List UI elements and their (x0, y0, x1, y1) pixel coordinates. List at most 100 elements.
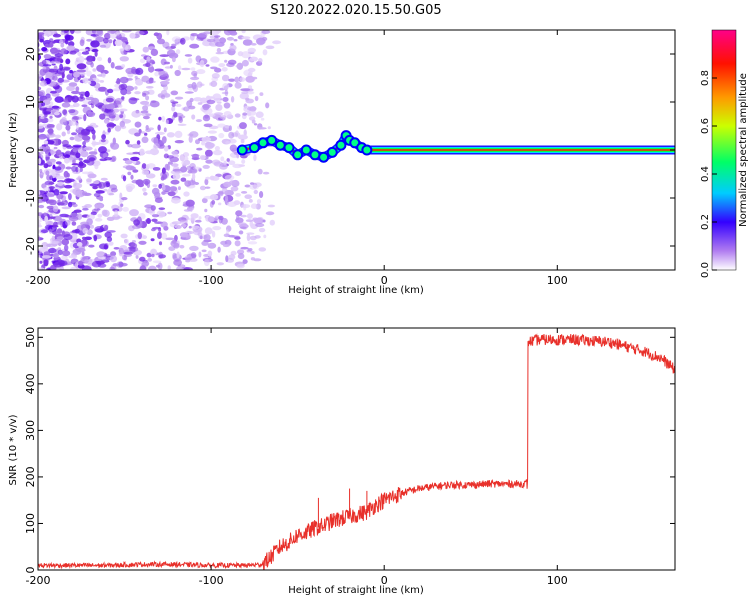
noise-speckle (228, 131, 235, 139)
noise-speckle (38, 199, 44, 204)
noise-speckle (242, 112, 248, 116)
noise-speckle (86, 70, 92, 77)
noise-speckle (125, 165, 135, 171)
noise-speckle (144, 180, 149, 186)
snr-xlabel: Height of straight line (km) (288, 585, 424, 596)
noise-speckle (150, 205, 156, 211)
noise-speckle (71, 90, 80, 95)
noise-speckle (118, 104, 123, 108)
noise-speckle (74, 228, 80, 234)
noise-speckle (70, 120, 77, 126)
noise-speckle (38, 86, 42, 91)
noise-speckle (206, 99, 216, 105)
noise-speckle (46, 105, 52, 108)
noise-speckle (201, 240, 209, 246)
noise-speckle (45, 170, 50, 176)
noise-speckle (249, 235, 257, 241)
noise-speckle (125, 90, 132, 95)
noise-speckle (139, 148, 145, 156)
snr-ytick-label: 400 (24, 373, 37, 394)
noise-speckle (53, 30, 57, 34)
noise-speckle (163, 85, 169, 91)
noise-speckle (166, 30, 170, 36)
noise-speckle (259, 191, 264, 198)
noise-speckle (82, 141, 86, 146)
noise-speckle (190, 67, 196, 71)
noise-speckle (173, 259, 183, 266)
noise-speckle (240, 139, 245, 144)
noise-speckle (199, 154, 206, 161)
noise-speckle (55, 134, 61, 139)
noise-speckle (165, 78, 170, 82)
spectrogram-ytick-label: -10 (24, 189, 37, 207)
snr-xtick-label: -200 (26, 574, 51, 587)
noise-speckle (173, 242, 180, 249)
noise-speckle (61, 131, 66, 137)
noise-speckle (63, 234, 73, 241)
noise-speckle (255, 223, 265, 228)
noise-speckle (28, 215, 35, 220)
noise-speckle (228, 78, 236, 82)
noise-speckle (234, 240, 241, 247)
noise-speckle (144, 132, 148, 136)
noise-speckle (234, 82, 242, 89)
noise-speckle (89, 80, 97, 87)
noise-speckle (38, 48, 41, 52)
noise-speckle (38, 212, 43, 217)
noise-speckle (148, 265, 157, 270)
noise-speckle (218, 190, 224, 197)
noise-speckle (55, 161, 62, 165)
noise-speckle (241, 191, 248, 194)
noise-speckle (175, 96, 184, 100)
noise-speckle (207, 130, 217, 134)
noise-speckle (222, 97, 229, 102)
noise-speckle (246, 111, 252, 117)
noise-speckle (21, 177, 27, 180)
signal-track-point (326, 146, 338, 158)
noise-speckle (157, 38, 165, 45)
signal-track-point (266, 134, 278, 146)
noise-speckle (39, 81, 48, 87)
noise-speckle (40, 172, 45, 176)
noise-speckle (219, 115, 227, 120)
noise-speckle (215, 104, 223, 111)
noise-speckle (146, 218, 151, 224)
noise-speckle (125, 67, 135, 75)
signal-track-point (283, 142, 295, 154)
noise-speckle (54, 174, 62, 179)
noise-speckle (66, 172, 70, 178)
noise-speckle (130, 98, 140, 101)
noise-speckle (190, 76, 200, 81)
noise-speckle (41, 47, 48, 52)
noise-speckle (25, 66, 33, 69)
noise-speckle (74, 134, 83, 142)
noise-speckle (215, 51, 225, 55)
noise-speckle (156, 264, 161, 268)
noise-speckle (166, 49, 176, 57)
noise-speckle (249, 220, 254, 227)
noise-speckle (90, 211, 97, 216)
noise-speckle (125, 78, 133, 81)
noise-speckle (104, 131, 110, 135)
noise-speckle (228, 160, 236, 165)
noise-speckle (46, 140, 55, 145)
snr-ytick-label: 0 (24, 567, 37, 574)
colorbar-tick-label: 0.8 (700, 70, 711, 86)
noise-speckle (198, 251, 202, 258)
noise-speckle (241, 159, 246, 164)
noise-speckle (114, 210, 119, 218)
noise-speckle (50, 90, 57, 94)
noise-speckle (152, 260, 162, 264)
noise-speckle (104, 157, 112, 161)
noise-speckle (39, 246, 49, 252)
noise-speckle (137, 232, 142, 240)
noise-speckle (161, 232, 167, 240)
noise-speckle (234, 236, 241, 240)
noise-speckle (95, 190, 105, 194)
noise-speckle (131, 110, 142, 118)
spectrogram-ytick-label: 20 (24, 47, 37, 61)
noise-speckle (63, 244, 69, 252)
noise-speckle (163, 61, 171, 65)
noise-speckle (153, 191, 161, 198)
noise-speckle (142, 235, 147, 240)
